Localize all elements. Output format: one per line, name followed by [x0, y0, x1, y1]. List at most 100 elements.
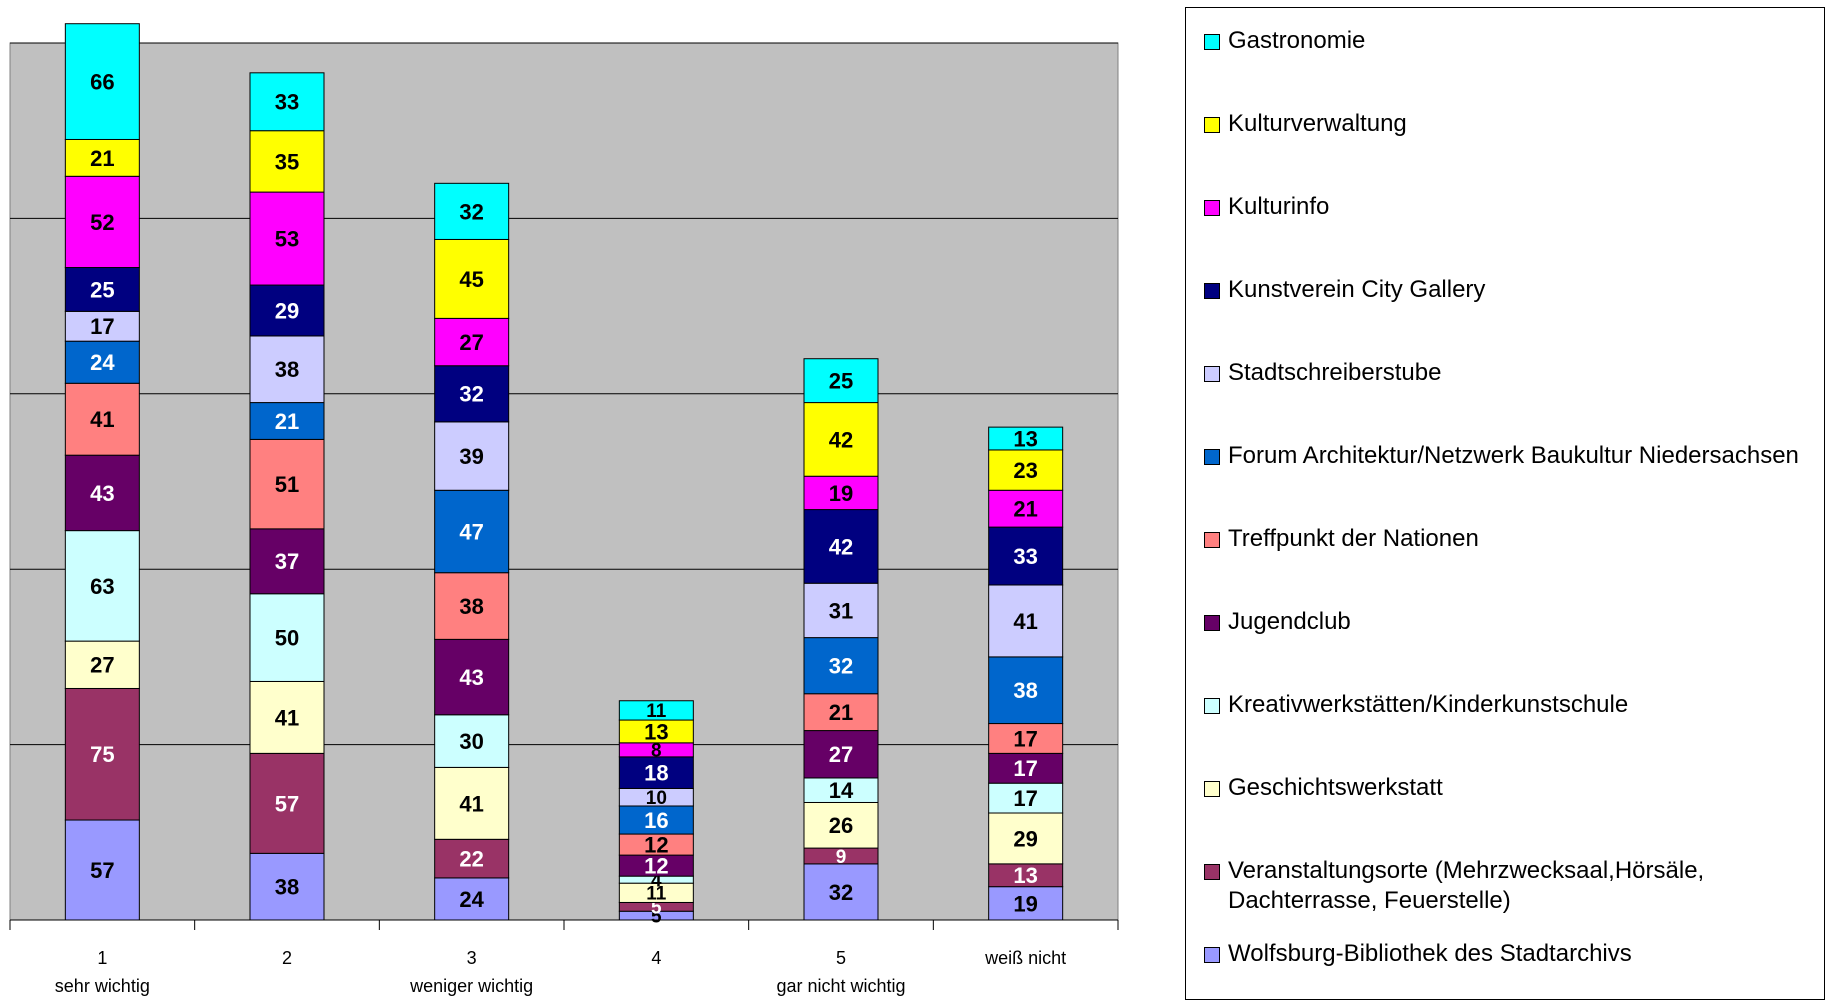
legend-swatch: [1204, 200, 1220, 216]
data-label: 35: [275, 149, 299, 174]
data-label: 41: [90, 407, 114, 432]
bar-segment-5-7: [803, 637, 879, 695]
bar-segment-6-12: [988, 426, 1064, 451]
data-label: 41: [459, 791, 483, 816]
legend-item: Jugendclub: [1204, 607, 1819, 637]
plot-area: [9, 42, 1119, 921]
data-label: 17: [1013, 756, 1037, 781]
bar-segment-2-6: [249, 438, 325, 530]
data-label: 5: [651, 906, 662, 927]
legend-swatch: [1204, 947, 1220, 963]
data-label: 66: [90, 70, 114, 95]
legend-item: Treffpunkt der Nationen: [1204, 524, 1819, 554]
data-label: 22: [459, 847, 483, 872]
bar-segment-3-5: [434, 638, 510, 716]
bar-segment-2-8: [249, 335, 325, 404]
bar-segment-6-8: [988, 584, 1064, 658]
bar-segment-3-3: [434, 766, 510, 840]
legend-item: Forum Architektur/Netzwerk Baukultur Nie…: [1204, 441, 1819, 471]
data-label: 26: [829, 813, 853, 838]
bar-segment-3-9: [434, 365, 510, 423]
data-label: 12: [644, 832, 668, 857]
legend-label: Wolfsburg-Bibliothek des Stadtarchivs: [1228, 940, 1632, 967]
data-label: 13: [1013, 426, 1037, 451]
data-label: 25: [90, 277, 114, 302]
data-label: 63: [90, 574, 114, 599]
legend-label: Stadtschreiberstube: [1228, 359, 1442, 386]
data-label: 31: [829, 598, 853, 623]
data-label: 53: [275, 226, 299, 251]
bar-segment-3-7: [434, 489, 510, 574]
data-label: 27: [90, 653, 114, 678]
data-label: 24: [459, 887, 484, 912]
bar-segment-1-7: [64, 340, 140, 384]
data-label: 9: [836, 847, 847, 868]
data-label: 11: [646, 701, 667, 722]
bar-segment-2-1: [249, 852, 325, 921]
data-label: 57: [90, 858, 114, 883]
bar-segment-1-8: [64, 310, 140, 342]
bar-segment-1-3: [64, 640, 140, 689]
data-label: 16: [644, 808, 668, 833]
data-label: 27: [459, 330, 483, 355]
legend-label: Kreativwerkstätten/Kinderkunstschule: [1228, 691, 1629, 718]
bar-segment-6-1: [988, 886, 1064, 921]
bar-segment-2-5: [249, 528, 325, 595]
data-label: 43: [90, 481, 114, 506]
x-tick-label: 5: [836, 948, 846, 968]
bar-segment-4-9: [618, 756, 694, 789]
data-label: 27: [829, 742, 853, 767]
legend-label: Jugendclub: [1228, 608, 1351, 635]
bar-segment-1-12: [64, 23, 140, 140]
data-label: 5: [651, 898, 662, 919]
bar-segment-5-8: [803, 582, 879, 639]
legend-label: Veranstaltungsorte (Mehrzwecksaal,Hörsäl…: [1228, 857, 1705, 914]
data-label: 38: [275, 875, 299, 900]
data-label: 21: [829, 700, 853, 725]
data-label: 13: [1013, 863, 1037, 888]
legend-swatch: [1204, 34, 1220, 50]
bar-segment-5-5: [803, 730, 879, 779]
data-label: 21: [90, 146, 114, 171]
x-tick-label: 1: [97, 948, 107, 968]
data-label: 38: [275, 357, 299, 382]
x-tick-label: weiß nicht: [984, 948, 1066, 968]
data-label: 18: [644, 761, 668, 786]
data-label: 43: [459, 665, 483, 690]
legend-swatch: [1204, 117, 1220, 133]
legend-label: Gastronomie: [1228, 27, 1366, 54]
bar-segment-3-11: [434, 238, 510, 319]
data-label: 8: [651, 741, 662, 762]
chart-legend: Gastronomie Kulturverwaltung Kulturinfo Kun…: [1185, 7, 1825, 1000]
data-label: 37: [275, 549, 299, 574]
data-label: 42: [829, 427, 853, 452]
legend-swatch: [1204, 449, 1220, 465]
legend-item: Stadtschreiberstube: [1204, 358, 1819, 388]
data-label: 17: [1013, 726, 1037, 751]
legend-item: Kulturinfo: [1204, 192, 1819, 222]
data-label: 75: [90, 742, 114, 767]
data-label: 39: [459, 444, 483, 469]
data-label: 23: [1013, 458, 1037, 483]
bar-segment-6-5: [988, 752, 1064, 784]
bar-segment-2-12: [249, 72, 325, 132]
x-tick-label: 3: [467, 948, 477, 968]
data-label: 12: [644, 854, 668, 879]
bar-segment-4-7: [618, 805, 694, 835]
data-label: 29: [1013, 826, 1037, 851]
data-label: 30: [459, 729, 483, 754]
bar-segment-3-1: [434, 877, 510, 921]
bar-segment-1-6: [64, 382, 140, 456]
legend-label: Forum Architektur/Netzwerk Baukultur Nie…: [1228, 442, 1799, 469]
legend-swatch: [1204, 698, 1220, 714]
data-label: 17: [90, 314, 114, 339]
legend-swatch: [1204, 532, 1220, 548]
data-label: 33: [275, 90, 299, 115]
legend-item: Veranstaltungsorte (Mehrzwecksaal,Hörsäl…: [1204, 856, 1819, 916]
legend-item: Geschichtswerkstatt: [1204, 773, 1819, 803]
data-label: 21: [275, 409, 299, 434]
legend-swatch: [1204, 781, 1220, 797]
data-label: 4: [651, 870, 662, 891]
data-label: 38: [459, 594, 483, 619]
